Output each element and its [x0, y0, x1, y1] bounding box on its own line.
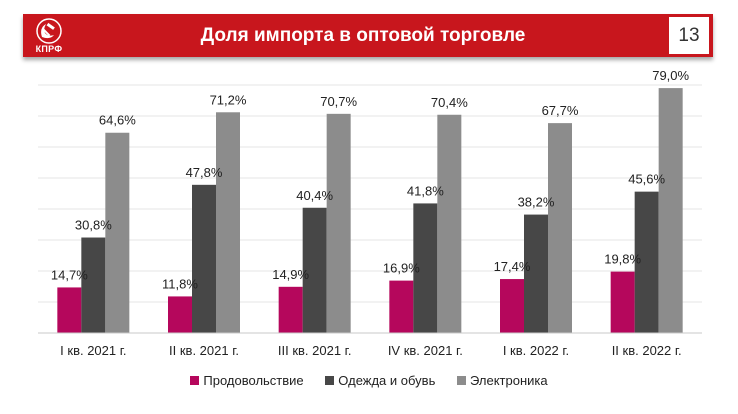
- bar-food: [57, 287, 82, 333]
- bar-food: [278, 286, 303, 333]
- bar-food: [610, 271, 635, 333]
- bar-electronics: [105, 132, 130, 333]
- bar-electronics: [658, 88, 683, 333]
- x-tick-label: I кв. 2022 г.: [503, 343, 569, 358]
- data-label-clothing: 30,8%: [75, 218, 112, 233]
- bars-group: [57, 88, 683, 333]
- data-label-clothing: 40,4%: [296, 188, 333, 203]
- data-label-clothing: 47,8%: [186, 165, 223, 180]
- legend-swatch: [190, 376, 200, 385]
- slide-header: КПРФ Доля импорта в оптовой торговле 13: [23, 14, 713, 57]
- bar-electronics: [216, 112, 240, 333]
- bar-clothing: [634, 191, 659, 333]
- bar-clothing: [413, 203, 438, 333]
- legend-item-food: Продовольствие: [190, 373, 304, 388]
- data-label-food: 16,9%: [383, 261, 420, 276]
- bar-food: [389, 280, 414, 333]
- data-label-food: 11,8%: [162, 276, 198, 291]
- bar-clothing: [524, 214, 548, 333]
- data-label-food: 17,4%: [494, 259, 531, 274]
- legend-label: Продовольствие: [203, 373, 304, 388]
- legend-swatch: [456, 376, 466, 385]
- slide-title: Доля импорта в оптовой торговле: [200, 25, 526, 46]
- bar-clothing: [302, 207, 327, 333]
- legend-item-electronics: Электроника: [456, 373, 548, 388]
- bar-food: [168, 296, 192, 333]
- data-label-clothing: 45,6%: [628, 172, 665, 187]
- legend-label: Электроника: [469, 373, 548, 388]
- data-label-clothing: 38,2%: [518, 195, 555, 210]
- page-number: 13: [669, 17, 709, 54]
- data-label-electronics: 64,6%: [99, 113, 136, 128]
- x-axis-labels: I кв. 2021 г. II кв. 2021 г. III кв. 2021 …: [60, 343, 681, 358]
- data-label-electronics: 67,7%: [542, 103, 579, 118]
- bar-clothing: [81, 237, 106, 333]
- data-label-clothing: 41,8%: [407, 183, 444, 198]
- legend-item-clothing: Одежда и обувь: [325, 373, 435, 388]
- data-label-electronics: 70,7%: [320, 94, 357, 109]
- data-label-food: 14,9%: [272, 267, 309, 282]
- bar-food: [500, 279, 524, 333]
- kprf-logo: КПРФ: [29, 16, 69, 56]
- chart-legend: Продовольствие Одежда и обувь Электроник…: [0, 373, 738, 388]
- data-label-electronics: 71,2%: [210, 92, 247, 107]
- gridlines: [38, 84, 702, 303]
- data-label-food: 19,8%: [604, 252, 641, 267]
- x-tick-label: II кв. 2022 г.: [612, 343, 682, 358]
- data-label-electronics: 79,0%: [652, 68, 689, 83]
- x-tick-label: IV кв. 2021 г.: [388, 343, 463, 358]
- x-tick-label: III кв. 2021 г.: [278, 343, 352, 358]
- legend-label: Одежда и обувь: [338, 373, 436, 388]
- data-label-electronics: 70,4%: [431, 95, 468, 110]
- x-tick-label: I кв. 2021 г.: [60, 343, 126, 358]
- bar-electronics: [326, 113, 351, 333]
- data-labels: 14,7% 30,8% 64,6% 11,8% 47,8% 71,2% 14,9% 40,4%…: [51, 68, 690, 291]
- bar-clothing: [192, 184, 216, 333]
- logo-text: КПРФ: [35, 44, 63, 54]
- hammer-sickle-icon: [36, 18, 62, 44]
- x-tick-label: II кв. 2021 г.: [169, 343, 239, 358]
- bar-electronics: [437, 114, 462, 333]
- bar-electronics: [548, 123, 572, 333]
- legend-swatch: [325, 376, 335, 385]
- data-label-food: 14,7%: [51, 267, 88, 282]
